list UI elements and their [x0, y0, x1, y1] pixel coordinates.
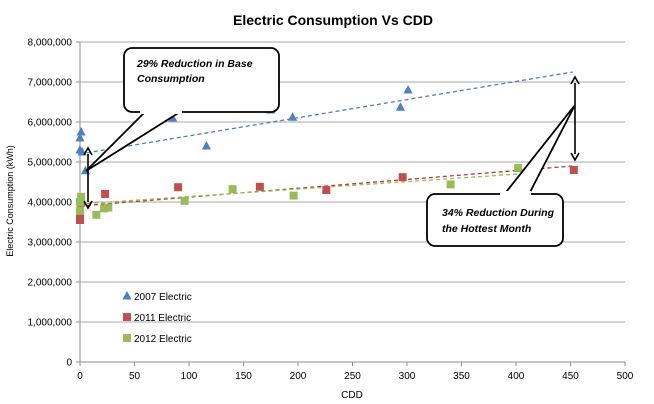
arrow-head [570, 152, 580, 162]
data-point [395, 102, 406, 111]
data-point [76, 127, 86, 136]
data-point [287, 112, 298, 121]
y-tick-label: 0 [66, 358, 72, 369]
callout-box [123, 47, 280, 113]
data-point [174, 183, 183, 192]
annotations: 29% Reduction in Base Consumption 34% Redu… [83, 47, 580, 247]
y-axis-label: Electric Consumption (kWh) [5, 145, 15, 257]
arrow-head [570, 75, 580, 85]
data-point [76, 216, 84, 224]
callout-box [426, 193, 564, 247]
y-tick-label: 6,000,000 [28, 118, 73, 129]
callout-seam [140, 110, 182, 114]
data-point [228, 185, 237, 194]
y-tick-label: 4,000,000 [28, 198, 73, 209]
legend-label: 2011 Electric [134, 313, 191, 324]
callout-seam [500, 191, 531, 196]
y-tick-label: 8,000,000 [28, 38, 73, 49]
trendline [79, 71, 573, 155]
x-tick-label: 400 [508, 371, 525, 382]
x-tick-label: 250 [344, 371, 361, 382]
trendline [79, 173, 519, 205]
x-tick-labels: 0 50 100 150 200 250 300 350 400 450 500 [77, 371, 634, 382]
data-point [514, 164, 523, 172]
data-point [322, 186, 331, 194]
data-point [76, 206, 84, 215]
x-tick-label: 150 [235, 371, 252, 382]
data-point [77, 192, 86, 201]
data-point [180, 196, 189, 205]
data-point [75, 133, 85, 142]
x-tick-label: 100 [181, 371, 198, 382]
data-point [569, 166, 578, 174]
data-point [201, 141, 212, 150]
y-tick-label: 3,000,000 [28, 238, 73, 249]
y-tick-label: 2,000,000 [28, 278, 73, 289]
y-tick-label: 5,000,000 [28, 158, 73, 169]
x-tick-label: 50 [129, 371, 141, 382]
y-tick-labels: 0 1,000,000 2,000,000 3,000,000 4,000,000 5,0… [28, 38, 73, 369]
chart-title: Electric Consumption Vs CDD [233, 12, 433, 28]
x-tick-label: 500 [617, 371, 634, 382]
arrow-head [83, 200, 93, 210]
annotation-text: 34% Reduction During [442, 207, 555, 219]
data-point [76, 198, 84, 206]
legend-marker [122, 291, 132, 300]
legend-label: 2007 Electric [134, 292, 192, 303]
data-point [255, 182, 264, 191]
x-tick-label: 350 [453, 371, 470, 382]
callout-pointer [501, 104, 576, 197]
legend-marker [123, 334, 131, 342]
annotation-text: Consumption [137, 73, 205, 85]
y-tick-label: 1,000,000 [28, 318, 73, 329]
x-tick-label: 300 [399, 371, 416, 382]
data-point [101, 190, 110, 198]
x-tick-label: 0 [77, 371, 83, 382]
annotation-text: 29% Reduction in Base [136, 58, 253, 70]
y-tick-label: 7,000,000 [28, 78, 73, 89]
data-point [92, 210, 101, 219]
data-point [446, 180, 455, 189]
annotation-text: the Hottest Month [442, 223, 531, 235]
arrow-head [83, 146, 93, 156]
data-point [398, 173, 407, 182]
data-point [104, 203, 113, 212]
legend-marker [123, 313, 131, 321]
legend-label: 2012 Electric [134, 334, 192, 345]
data-point [289, 191, 298, 200]
data-point [403, 85, 413, 94]
x-axis-label: CDD [341, 390, 363, 401]
data-point [99, 204, 108, 213]
x-tick-label: 450 [562, 371, 579, 382]
x-tick-label: 200 [290, 371, 307, 382]
legend: 2007 Electric 2011 Electric 2012 Electric [122, 291, 192, 345]
